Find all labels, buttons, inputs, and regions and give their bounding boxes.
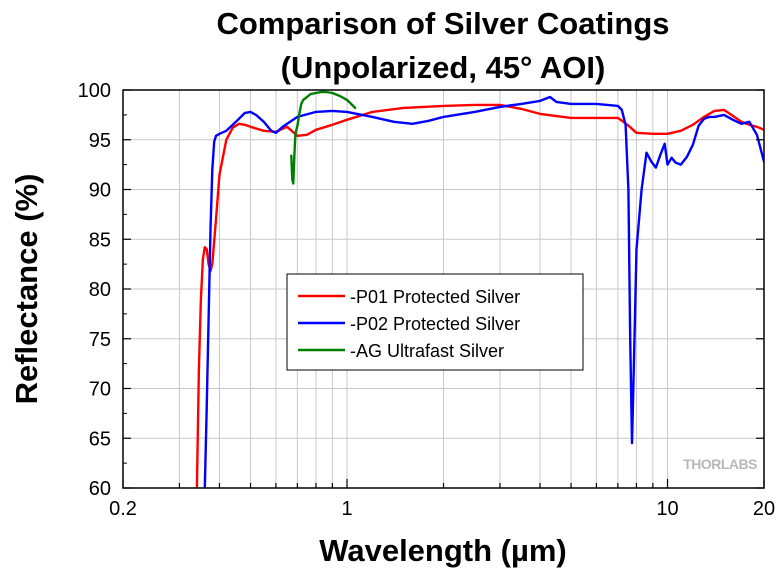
thorlabs-watermark: THORLABS [683, 456, 757, 472]
y-axis-label: Reflectance (%) [9, 174, 44, 405]
legend-label-3: -AG Ultrafast Silver [350, 341, 504, 361]
y-tick-label: 60 [89, 478, 111, 500]
series-line-3 [290, 90, 357, 185]
chart-title-line-1: Comparison of Silver Coatings [216, 6, 669, 41]
y-tick-label: 75 [89, 329, 111, 351]
chart-title-line-2: (Unpolarized, 45° AOI) [281, 50, 606, 85]
y-tick-label: 95 [89, 130, 111, 152]
y-tick-label: 85 [89, 229, 111, 251]
y-tick-label: 70 [89, 379, 111, 401]
x-tick-label: 0.2 [109, 498, 137, 520]
x-tick-label: 10 [656, 498, 678, 520]
series-layer [195, 90, 764, 488]
x-tick-label: 1 [341, 498, 352, 520]
x-tick-label: 20 [753, 498, 775, 520]
axis-tick-labels: 0.2 1 10 20 60 65 70 75 80 85 90 95 100 [78, 80, 776, 520]
x-axis-label: Wavelength (µm) [319, 533, 567, 568]
legend: -P01 Protected Silver -P02 Protected Silv… [286, 273, 584, 371]
series-line-1 [195, 103, 764, 488]
axis-ticks [122, 89, 765, 489]
y-tick-label: 80 [89, 279, 111, 301]
legend-label-2: -P02 Protected Silver [350, 314, 520, 334]
y-tick-label: 65 [89, 428, 111, 450]
series-line-2 [203, 95, 764, 488]
legend-label-1: -P01 Protected Silver [350, 287, 520, 307]
y-tick-label: 90 [89, 180, 111, 202]
y-tick-label: 100 [78, 80, 111, 102]
